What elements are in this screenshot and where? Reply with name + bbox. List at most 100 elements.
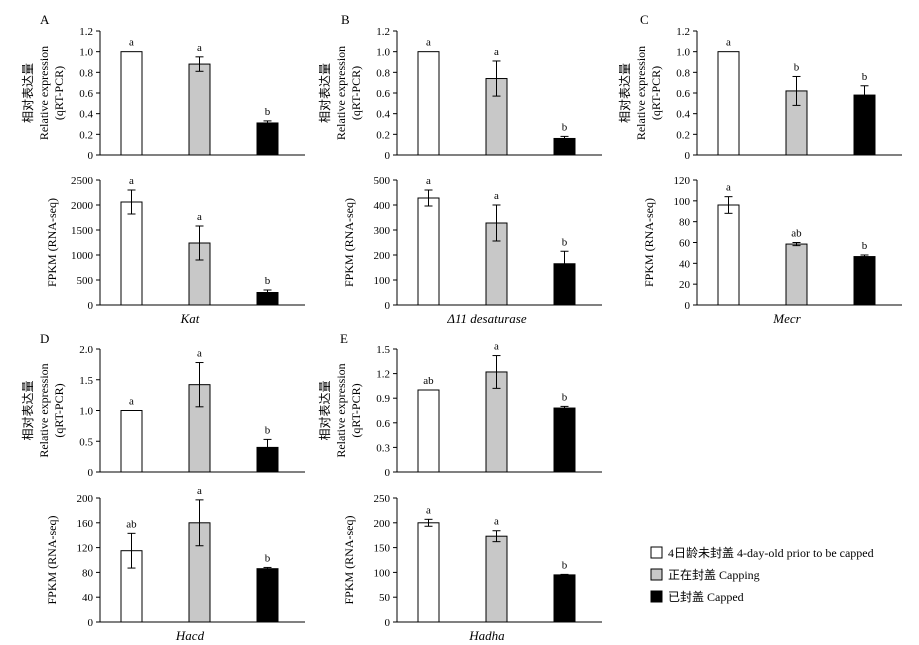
y-tick-label: 200	[374, 250, 391, 262]
legend-swatch-capped	[650, 590, 663, 603]
bar	[417, 522, 440, 623]
y-tick-label: 0.4	[676, 109, 690, 121]
y-tick-label: 0	[385, 300, 391, 312]
y-tick-label: 0	[88, 300, 94, 312]
bar	[417, 197, 440, 306]
y-tick-label: 500	[374, 175, 391, 187]
significance-letter: ab	[126, 518, 137, 530]
y-tick-label: 0.8	[376, 67, 390, 79]
significance-letter: a	[197, 211, 202, 223]
significance-letter: b	[562, 236, 568, 248]
y-tick-label: 80	[679, 217, 691, 229]
y-tick-label: 1.0	[79, 47, 93, 59]
significance-letter: a	[494, 190, 499, 202]
y-axis-label: (qRT-PCR)	[349, 66, 363, 120]
significance-letter: a	[197, 348, 202, 360]
significance-letter: b	[265, 106, 271, 118]
y-axis-label: FPKM (RNA-seq)	[45, 198, 59, 287]
y-tick-label: 1.2	[79, 26, 93, 38]
y-axis-label: FPKM (RNA-seq)	[642, 198, 656, 287]
y-axis-label: FPKM (RNA-seq)	[45, 515, 59, 604]
y-axis-label: 相对表达量	[618, 63, 632, 123]
y-axis-label: (qRT-PCR)	[349, 383, 363, 437]
bar	[717, 51, 740, 156]
significance-letter: b	[862, 240, 868, 252]
significance-letter: b	[862, 71, 868, 83]
gene-name: Mecr	[772, 311, 801, 326]
y-tick-label: 50	[379, 592, 391, 604]
bar	[120, 51, 143, 156]
y-tick-label: 0.8	[79, 67, 93, 79]
y-axis-label: Relative expression	[334, 363, 348, 457]
y-axis-label: (qRT-PCR)	[52, 66, 66, 120]
y-axis-label: Relative expression	[37, 363, 51, 457]
y-tick-label: 0.9	[376, 393, 390, 405]
bar	[853, 256, 876, 306]
chart-panel-4-fpkm: 0 50 100 150 200 250 a a b FPKM (RNA-seq)	[342, 493, 602, 629]
panel-label: C	[640, 12, 649, 27]
legend-label: 正在封盖 Capping	[668, 568, 760, 582]
y-tick-label: 2.0	[79, 344, 93, 356]
significance-letter: a	[426, 175, 431, 187]
y-tick-label: 0.2	[676, 129, 690, 141]
y-tick-label: 40	[679, 258, 691, 270]
y-axis-label: (qRT-PCR)	[649, 66, 663, 120]
y-axis-label: FPKM (RNA-seq)	[342, 198, 356, 287]
legend-swatch-prior	[650, 546, 663, 559]
y-tick-label: 20	[679, 279, 691, 291]
y-tick-label: 1.2	[676, 26, 690, 38]
y-tick-label: 120	[77, 543, 94, 555]
significance-letter: a	[129, 175, 134, 187]
significance-letter: a	[726, 182, 731, 194]
significance-letter: b	[265, 552, 271, 564]
y-tick-label: 200	[77, 493, 94, 505]
significance-letter: ab	[423, 375, 434, 387]
chart-A-qpcr: 0 0.2 0.4 0.6 0.8 1.0 1.2 a a b 相对表达量 Relative expr…	[21, 12, 305, 326]
y-tick-label: 0.6	[376, 88, 390, 100]
bar	[188, 63, 211, 156]
significance-letter: a	[197, 485, 202, 497]
y-tick-label: 0.4	[376, 109, 390, 121]
y-tick-label: 0	[88, 467, 94, 479]
y-tick-label: 1.5	[376, 344, 390, 356]
significance-letter: a	[494, 46, 499, 58]
significance-letter: b	[265, 424, 271, 436]
y-tick-label: 1.0	[376, 47, 390, 59]
bar	[553, 407, 576, 473]
significance-letter: b	[562, 559, 568, 571]
legend: 4日龄未封盖 4-day-old prior to be capped 正在封盖 …	[650, 546, 874, 604]
bar	[785, 243, 808, 306]
significance-letter: ab	[791, 228, 802, 240]
bar	[120, 410, 143, 473]
panel-label: B	[341, 12, 350, 27]
y-tick-label: 100	[374, 567, 391, 579]
y-tick-label: 160	[77, 518, 94, 530]
y-tick-label: 0.6	[376, 418, 390, 430]
y-tick-label: 400	[374, 200, 391, 212]
bar	[717, 204, 740, 306]
y-tick-label: 1000	[71, 250, 94, 262]
chart-panel-1-fpkm: 0 100 200 300 400 500 a a b FPKM (RNA-seq)	[342, 175, 602, 312]
legend-swatch-capping	[650, 568, 663, 581]
legend-label: 已封盖 Capped	[668, 590, 744, 604]
y-axis-label: 相对表达量	[21, 63, 35, 123]
significance-letter: b	[265, 275, 271, 287]
y-tick-label: 0	[685, 300, 691, 312]
gene-name: Hadha	[468, 628, 505, 643]
y-tick-label: 150	[374, 543, 391, 555]
y-tick-label: 80	[82, 567, 94, 579]
y-tick-label: 0.2	[79, 129, 93, 141]
bar	[417, 51, 440, 156]
y-tick-label: 1.2	[376, 26, 390, 38]
significance-letter: a	[426, 504, 431, 516]
y-axis-label: Relative expression	[37, 46, 51, 140]
y-tick-label: 2500	[71, 175, 94, 187]
y-tick-label: 40	[82, 592, 94, 604]
legend-label: 4日龄未封盖 4-day-old prior to be capped	[668, 546, 874, 560]
significance-letter: a	[494, 516, 499, 528]
y-tick-label: 120	[674, 175, 691, 187]
